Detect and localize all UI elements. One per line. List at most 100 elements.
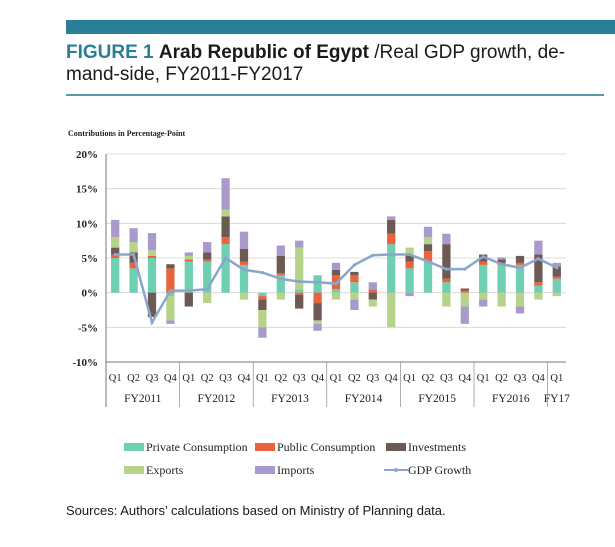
x-group-label: FY17	[544, 393, 570, 405]
legend-swatch	[255, 443, 275, 451]
bar-segment	[405, 247, 414, 255]
bar-segment	[129, 268, 138, 293]
bar-segment	[313, 275, 322, 293]
bar-segment	[368, 282, 377, 290]
legend-label: Public Consumption	[277, 440, 375, 454]
bar-segment	[129, 242, 138, 253]
bar-segment	[147, 292, 157, 317]
bar-segment	[258, 296, 267, 300]
bar-segment	[350, 299, 359, 310]
bar-segment	[387, 292, 396, 328]
x-tick-label: Q3	[366, 373, 379, 384]
bar-segment	[479, 264, 488, 293]
gdp-growth-point	[132, 252, 136, 257]
figure-title: FIGURE 1 Arab Republic of Egypt /Real GD…	[66, 42, 586, 86]
gdp-contributions-chart: Contributions in Percentage-Point 20% 15%…	[68, 129, 570, 477]
gdp-growth-point	[242, 268, 246, 272]
bar-segment	[276, 273, 285, 276]
bar-segment	[368, 299, 377, 307]
x-tick-label: Q1	[550, 373, 563, 384]
gdp-growth-point	[279, 277, 283, 281]
bar-segment	[295, 240, 304, 248]
gdp-growth-point	[205, 287, 209, 291]
bar-segment	[423, 226, 433, 238]
bar-segment	[423, 244, 433, 252]
x-group-label: FY2016	[492, 393, 530, 405]
bar-segment	[184, 255, 193, 260]
bar-segment	[423, 237, 433, 245]
bar-segment	[147, 250, 157, 256]
gdp-growth-point	[536, 257, 541, 261]
x-group-label: FY2011	[124, 393, 162, 405]
bar-segment	[387, 216, 396, 220]
gdp-growth-point	[316, 280, 320, 284]
bar-segment	[166, 320, 175, 324]
bar-segment	[239, 292, 249, 300]
bar-segment	[203, 242, 212, 253]
figure-title-country: Arab Republic of Egypt	[158, 42, 369, 63]
bar-segment	[313, 303, 322, 321]
gdp-growth-point	[371, 253, 375, 257]
bar-segment	[442, 292, 451, 307]
bar-segment	[331, 289, 341, 293]
gdp-growth-point	[260, 270, 264, 275]
bar-segment	[129, 228, 138, 243]
bar-segment	[515, 255, 525, 263]
bar-segment	[258, 292, 267, 297]
x-tick-label: Q4	[458, 373, 472, 384]
bar-segment	[350, 282, 359, 293]
bar-segment	[166, 268, 175, 293]
bar-segment	[423, 261, 433, 293]
x-tick-label: Q3	[219, 373, 232, 384]
y-tick-label: 0%	[82, 288, 99, 300]
gdp-growth-point	[150, 320, 154, 325]
bar-segment	[460, 306, 469, 324]
bar-segment	[147, 233, 157, 251]
bar-segment	[295, 292, 304, 295]
bar-segment	[387, 244, 396, 293]
bar-segment	[147, 255, 157, 258]
legend-swatch	[124, 443, 144, 451]
bar-segment	[368, 289, 377, 293]
sources-note: Sources: Authors’ calculations based on …	[66, 503, 446, 518]
bar-segment	[221, 209, 230, 217]
x-tick-label: Q4	[238, 373, 252, 384]
bar-segment	[552, 262, 561, 267]
y-tick-label: 10%	[76, 218, 98, 230]
bar-segment	[313, 323, 322, 331]
x-tick-label: Q1	[256, 373, 269, 384]
title-rule	[66, 94, 604, 96]
bar-segment	[497, 257, 506, 260]
gdp-growth-point	[500, 262, 504, 266]
y-tick-label: 5%	[82, 253, 99, 265]
bar-segment	[166, 292, 175, 297]
x-tick-label: Q2	[127, 373, 140, 384]
bar-segment	[331, 262, 341, 270]
bar-segment	[129, 262, 138, 269]
bar-segment	[387, 219, 396, 234]
legend-swatch	[255, 466, 275, 474]
bar-segment	[203, 292, 212, 304]
y-tick-label: 15%	[76, 184, 98, 196]
bar-segment	[552, 292, 561, 297]
bar-segment	[552, 276, 561, 279]
bar-segment	[368, 292, 377, 300]
bar-segment	[497, 292, 506, 307]
gdp-growth-point	[187, 288, 191, 293]
x-tick-label: Q2	[495, 373, 508, 384]
bar-segment	[111, 247, 120, 255]
bar-segment	[295, 294, 304, 309]
bar-segment	[313, 320, 322, 324]
y-tick-label: -10%	[72, 357, 98, 369]
gdp-growth-point	[168, 288, 172, 293]
bar-segment	[534, 254, 543, 283]
y-tick-label: 20%	[76, 149, 98, 161]
bar-segment	[515, 292, 525, 307]
bar-segment	[239, 248, 249, 262]
x-tick-label: Q2	[422, 373, 435, 384]
bar-segment	[258, 327, 267, 338]
bar-segment	[184, 252, 193, 256]
gdp-growth-point	[334, 282, 338, 286]
bar-segment	[423, 251, 433, 262]
bar-segment	[515, 262, 525, 265]
